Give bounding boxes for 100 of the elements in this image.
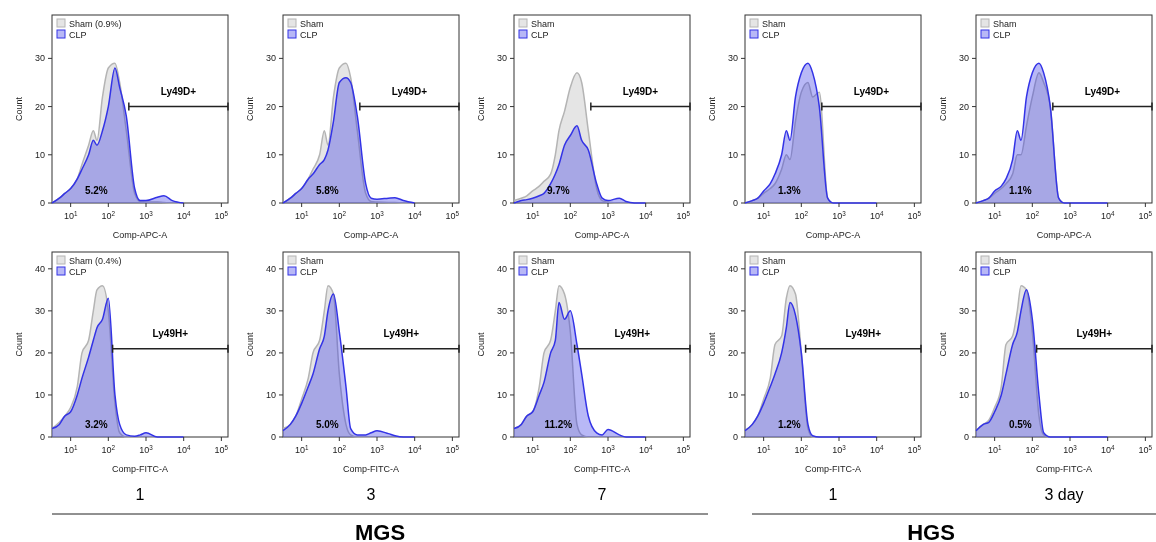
y-tick-label: 30 [265,53,276,64]
y-tick-label: 20 [496,101,507,112]
y-axis-title: Count [938,332,948,357]
series-label: Ly49D+ [391,85,428,97]
x-tick-label: 10$^{1}$ [525,209,540,221]
y-tick-label: 0 [732,198,738,208]
x-tick-label: 10$^{3}$ [601,209,616,221]
y-tick-label: 10 [34,149,45,160]
y-tick-label: 10 [34,389,45,400]
x-tick-label: 10$^{4}$ [638,209,653,221]
y-tick-label: 20 [727,347,738,358]
x-axis-title: Comp-FITC-A [805,464,861,474]
text: 3 day [1044,486,1084,503]
annotation: 1.3% [777,185,801,196]
annotation: 3.2% [84,419,108,430]
y-tick-label: 0 [270,198,276,208]
y-tick-label: 0 [732,432,738,442]
legend-label: CLP [762,266,780,277]
series-label: Ly49D+ [1084,85,1121,97]
x-tick-label: 10$^{5}$ [676,443,691,455]
y-axis-title: Count [476,332,486,357]
legend-label: CLP [69,266,87,277]
y-axis-title: Count [14,96,24,122]
x-tick-label: 10$^{5}$ [907,209,922,221]
y-tick-label: 30 [34,53,45,64]
y-tick-label: 20 [727,101,738,112]
x-tick-label: 10$^{5}$ [907,443,922,455]
y-axis-title: Count [707,332,717,357]
x-tick-label: 10$^{1}$ [525,443,540,455]
y-tick-label: 0 [963,432,969,442]
y-tick-label: 20 [958,347,969,358]
legend-label: Sham [300,255,324,266]
series-label: Ly49H+ [383,327,420,339]
text: 3 [366,486,376,503]
x-tick-label: 10$^{1}$ [756,209,771,221]
y-tick-label: 40 [727,263,738,274]
legend-label: Sham [993,18,1017,29]
x-tick-label: 10$^{1}$ [987,443,1002,455]
text: 1 [135,486,145,503]
x-axis-title: Comp-APC-A [805,230,861,240]
x-tick-label: 10$^{4}$ [176,443,191,455]
legend-label: CLP [531,266,549,277]
y-tick-label: 30 [265,305,276,316]
legend-label: CLP [300,29,318,40]
legend-label: Sham (0.9%) [69,18,122,29]
y-tick-label: 10 [958,149,969,160]
x-axis-title: Comp-APC-A [343,230,399,240]
x-tick-label: 10$^{3}$ [832,443,847,455]
legend-label: CLP [762,29,780,40]
y-tick-label: 20 [265,101,276,112]
x-tick-label: 10$^{2}$ [101,209,116,221]
x-tick-label: 10$^{3}$ [832,209,847,221]
x-tick-label: 10$^{1}$ [987,209,1002,221]
y-tick-label: 0 [39,198,45,208]
legend-label: CLP [300,266,318,277]
x-axis-title: Comp-APC-A [574,230,630,240]
x-tick-label: 10$^{4}$ [869,443,884,455]
y-tick-label: 30 [958,305,969,316]
y-tick-label: 10 [727,149,738,160]
y-tick-label: 30 [496,53,507,64]
x-tick-label: 10$^{5}$ [214,209,229,221]
x-tick-label: 10$^{2}$ [101,443,116,455]
x-tick-label: 10$^{3}$ [1063,443,1078,455]
annotation: 1.1% [1008,185,1032,196]
x-axis-title: Comp-FITC-A [343,464,399,474]
x-tick-label: 10$^{1}$ [756,443,771,455]
annotation: 0.5% [1008,419,1032,430]
x-axis-title: Comp-APC-A [112,230,168,240]
series-label: Ly49D+ [853,85,890,97]
series-label: Ly49D+ [622,85,659,97]
x-axis-title: Comp-FITC-A [574,464,630,474]
y-tick-label: 40 [958,263,969,274]
legend-label: Sham [762,255,786,266]
legend-label: Sham [531,18,555,29]
series-label: Ly49H+ [152,327,189,339]
y-tick-label: 10 [496,389,507,400]
x-axis-title: Comp-FITC-A [1036,464,1092,474]
x-axis-title: Comp-APC-A [1036,230,1092,240]
x-tick-label: 10$^{1}$ [294,209,309,221]
y-axis-title: Count [476,96,486,122]
y-tick-label: 10 [265,149,276,160]
y-axis-title: Count [245,332,255,357]
x-tick-label: 10$^{2}$ [794,443,809,455]
series-label: Ly49H+ [845,327,882,339]
legend-label: Sham [531,255,555,266]
x-tick-label: 10$^{4}$ [1100,443,1115,455]
x-tick-label: 10$^{2}$ [1025,443,1040,455]
x-tick-label: 10$^{3}$ [1063,209,1078,221]
text: HGS [907,520,955,542]
x-tick-label: 10$^{2}$ [794,209,809,221]
legend-label: Sham [762,18,786,29]
x-tick-label: 10$^{2}$ [563,209,578,221]
y-tick-label: 0 [270,432,276,442]
x-tick-label: 10$^{5}$ [1138,209,1153,221]
series-label: Ly49H+ [614,327,651,339]
series-label: Ly49H+ [1076,327,1113,339]
legend-label: CLP [993,266,1011,277]
y-axis-title: Count [245,96,255,122]
y-tick-label: 0 [39,432,45,442]
x-tick-label: 10$^{3}$ [601,443,616,455]
